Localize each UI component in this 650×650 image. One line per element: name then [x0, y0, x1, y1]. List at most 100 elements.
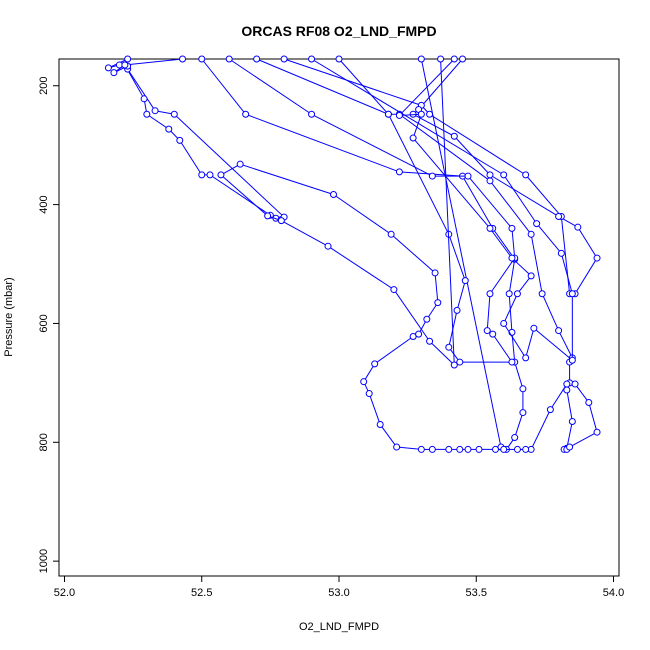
data-point [165, 125, 173, 133]
data-point [566, 443, 574, 451]
series-segment [399, 113, 422, 116]
series-segment [311, 58, 504, 176]
series-segment [525, 174, 562, 217]
plot-area [58, 58, 620, 577]
y-tick-label: 200 [38, 77, 50, 95]
data-point [483, 327, 491, 335]
series-segment [462, 175, 494, 229]
series-segment [560, 253, 573, 294]
data-point [450, 361, 458, 369]
series-segment [456, 280, 466, 311]
series-segment [256, 58, 389, 115]
data-point [445, 445, 453, 453]
x-tick-label: 54.0 [603, 587, 624, 599]
series-segment [536, 223, 562, 254]
series-segment [511, 228, 516, 259]
data-point [500, 171, 508, 179]
series-segment [327, 245, 395, 290]
data-point [264, 212, 272, 220]
data-point [179, 55, 187, 63]
data-point [568, 356, 576, 364]
series-segment [577, 226, 598, 259]
data-point [511, 434, 519, 442]
data-point [459, 55, 467, 63]
data-point [522, 171, 530, 179]
data-point [280, 55, 288, 63]
y-axis: 200 400 600 800 1000 [38, 77, 59, 573]
data-point [522, 445, 530, 453]
series-segment [412, 114, 422, 139]
series-segment [173, 113, 285, 218]
data-point [417, 445, 425, 453]
x-tick-label: 52.0 [54, 587, 75, 599]
series-segment [420, 58, 502, 448]
data-point [486, 177, 494, 185]
series-segment [240, 163, 334, 195]
data-point [176, 136, 184, 144]
data-point [206, 171, 214, 179]
data-point [486, 224, 494, 232]
data-point [124, 55, 132, 63]
series-segment [124, 58, 183, 66]
data-point [555, 212, 563, 220]
series-segment [508, 293, 513, 333]
series-segment [503, 323, 527, 359]
data-point [508, 224, 516, 232]
series-segment [396, 446, 422, 450]
data-point [198, 55, 206, 63]
data-point [508, 358, 516, 366]
data-point [568, 290, 576, 298]
data-point [110, 69, 118, 77]
series [225, 55, 519, 366]
series-segment [374, 336, 414, 365]
series-segment [179, 140, 203, 176]
data-point [513, 290, 521, 298]
data-point [530, 324, 538, 332]
data-point [464, 172, 472, 180]
data-point [151, 107, 159, 115]
data-point [417, 55, 425, 63]
series-segment [514, 412, 524, 438]
series-segment [503, 174, 538, 224]
data-point [486, 290, 494, 298]
series-segment [311, 113, 433, 177]
data-point [505, 290, 513, 298]
data-point [563, 386, 571, 394]
series-segment [338, 58, 389, 115]
series-segment [283, 58, 422, 106]
series-segment [201, 58, 247, 115]
series-segment [387, 114, 450, 235]
data-point [426, 337, 434, 345]
data-point [242, 110, 250, 118]
x-tick-label: 53.5 [466, 587, 487, 599]
data-point [431, 269, 439, 277]
y-axis-label: Pressure (mbar) [3, 277, 15, 356]
data-point [437, 55, 445, 63]
data-point [563, 380, 571, 388]
series-segment [333, 194, 392, 235]
series-segment [245, 113, 400, 173]
series-segment [418, 58, 463, 110]
series-segment [566, 389, 573, 422]
data-point [417, 110, 425, 118]
series-segment [379, 424, 398, 448]
series-segment [127, 68, 156, 111]
x-tick-label: 53.0 [328, 587, 349, 599]
data-point [393, 443, 401, 451]
data-point [365, 390, 373, 398]
data-point [390, 286, 398, 294]
data-point [464, 445, 472, 453]
series-segment [503, 293, 518, 324]
series-segment [440, 58, 455, 366]
series [104, 55, 288, 223]
data-point [395, 168, 403, 176]
series-segment [566, 421, 573, 449]
series-segment [393, 289, 431, 342]
series-segment [489, 257, 516, 295]
data-point [225, 55, 233, 63]
data-point [593, 254, 601, 262]
series-segment [489, 228, 513, 259]
series-segment [209, 174, 271, 216]
x-tick-label: 52.5 [191, 587, 212, 599]
